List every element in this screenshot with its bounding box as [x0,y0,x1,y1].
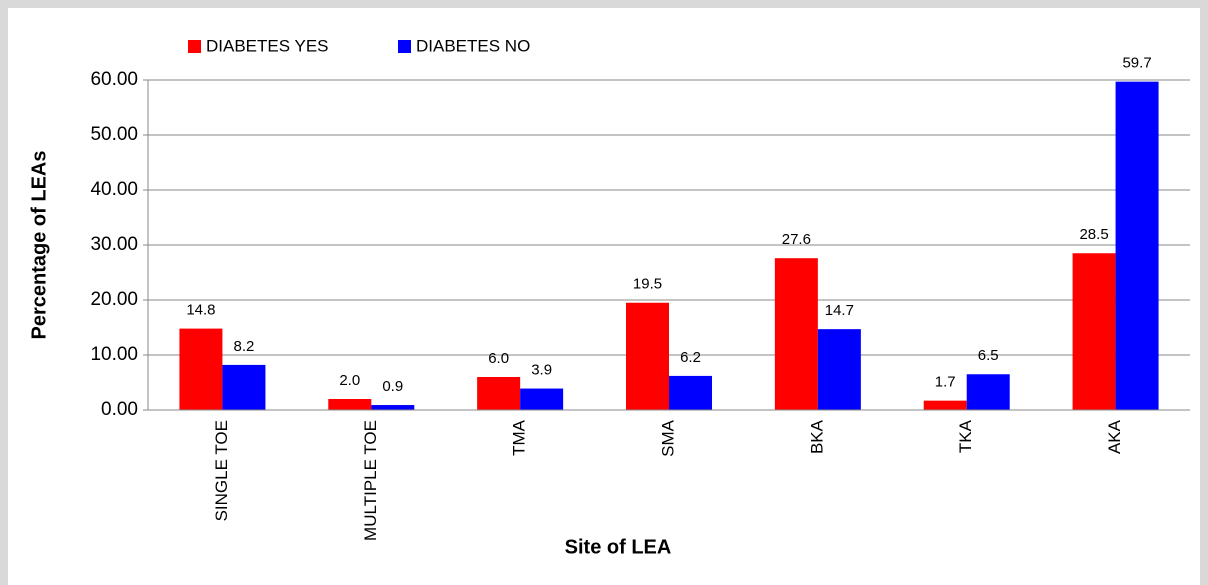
x-tick-label: BKA [807,419,826,454]
x-tick-label: SMA [658,419,677,457]
value-label: 6.5 [978,347,999,364]
bar [477,377,521,410]
x-tick-label: SINGLE TOE [212,420,231,521]
value-label: 14.7 [825,302,854,319]
bar [222,364,266,410]
bar [1115,81,1159,411]
bar [328,399,372,410]
x-tick-label: MULTIPLE TOE [361,420,380,541]
y-tick-label: 60.00 [90,69,138,90]
value-label: 19.5 [633,276,662,293]
value-label: 6.2 [680,349,701,366]
legend-swatch [398,40,411,53]
value-label: 1.7 [935,374,956,391]
chart-panel [8,8,1200,585]
y-tick-label: 40.00 [90,179,138,200]
bar [774,258,818,410]
y-tick-label: 50.00 [90,124,138,145]
y-tick-label: 10.00 [90,344,138,365]
value-label: 6.0 [488,350,509,367]
x-tick-label: TMA [510,419,529,456]
x-axis-label: Site of LEA [565,536,672,558]
value-label: 8.2 [233,338,254,355]
value-label: 28.5 [1079,226,1108,243]
legend-label: DIABETES YES [206,36,329,55]
y-tick-label: 20.00 [90,289,138,310]
bar [179,328,223,410]
bar [626,302,669,410]
bar [520,388,564,410]
x-tick-label: AKA [1105,419,1124,454]
value-label: 3.9 [531,362,552,379]
y-axis-label: Percentage of LEAs [28,151,50,340]
value-label: 2.0 [339,372,360,389]
value-label: 27.6 [782,231,811,248]
bar [923,400,967,410]
y-tick-label: 30.00 [90,234,138,255]
x-tick-label: TKA [956,419,975,453]
value-label: 0.9 [382,378,403,395]
value-label: 14.8 [186,302,215,319]
legend-label: DIABETES NO [416,36,530,55]
legend-swatch [188,40,201,53]
bar [371,405,415,410]
value-label: 59.7 [1122,55,1151,72]
bar [1072,253,1116,410]
bar [669,375,712,410]
bar [966,374,1010,410]
bar [817,329,861,410]
y-tick-label: 0.00 [101,399,138,420]
